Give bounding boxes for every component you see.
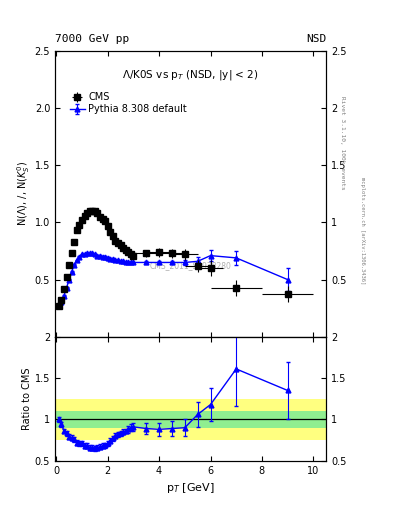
Legend: CMS, Pythia 8.308 default: CMS, Pythia 8.308 default (68, 90, 189, 116)
Text: NSD: NSD (306, 33, 326, 44)
Bar (55, 399, 326, 440)
X-axis label: p$_T$ [GeV]: p$_T$ [GeV] (166, 481, 215, 495)
Y-axis label: Ratio to CMS: Ratio to CMS (22, 368, 32, 430)
Text: $\Lambda$/K0S vs p$_T$ (NSD, |y| < 2): $\Lambda$/K0S vs p$_T$ (NSD, |y| < 2) (122, 68, 259, 82)
Text: CMS_2011_S8978280: CMS_2011_S8978280 (150, 261, 231, 270)
Text: mcplots.cern.ch [arXiv:1306.3436]: mcplots.cern.ch [arXiv:1306.3436] (360, 177, 365, 284)
Bar (55, 411, 326, 428)
Text: 7000 GeV pp: 7000 GeV pp (55, 33, 129, 44)
Y-axis label: N($\Lambda$), /, N($K^{0}_{S}$): N($\Lambda$), /, N($K^{0}_{S}$) (15, 161, 32, 226)
Text: Rivet 3.1.10, 100k events: Rivet 3.1.10, 100k events (340, 96, 345, 190)
